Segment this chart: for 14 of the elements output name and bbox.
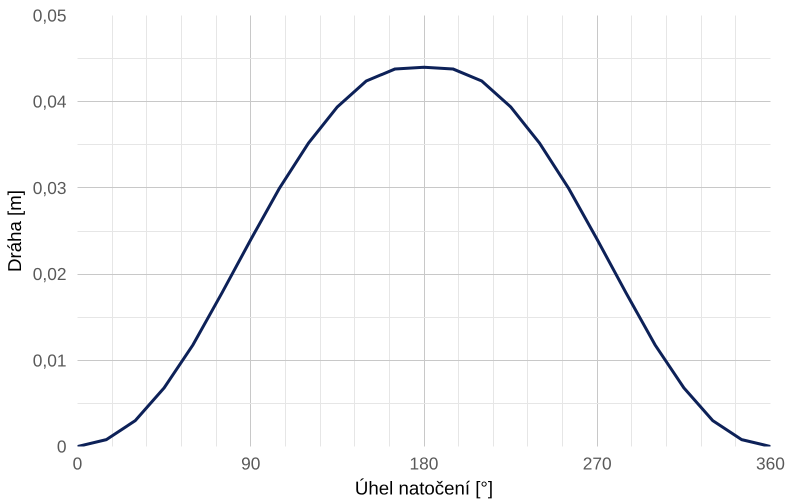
y-axis-title: Dráha [m]: [4, 190, 25, 272]
x-tick-label: 90: [241, 454, 260, 474]
y-tick-label: 0,05: [32, 6, 67, 26]
y-tick-label: 0: [56, 436, 67, 456]
x-axis-title: Úhel natočení [°]: [354, 478, 494, 498]
x-tick-label: 270: [582, 454, 612, 474]
x-tick-label: 360: [756, 454, 785, 474]
y-tick-label: 0,04: [32, 92, 67, 112]
x-tick-label: 180: [410, 454, 438, 474]
y-tick-label: 0,03: [32, 178, 67, 198]
line-series: [78, 66, 770, 446]
x-tick-label: 0: [72, 454, 82, 474]
y-tick-label: 0,02: [32, 264, 67, 284]
y-tick-label: 0,01: [32, 350, 67, 370]
